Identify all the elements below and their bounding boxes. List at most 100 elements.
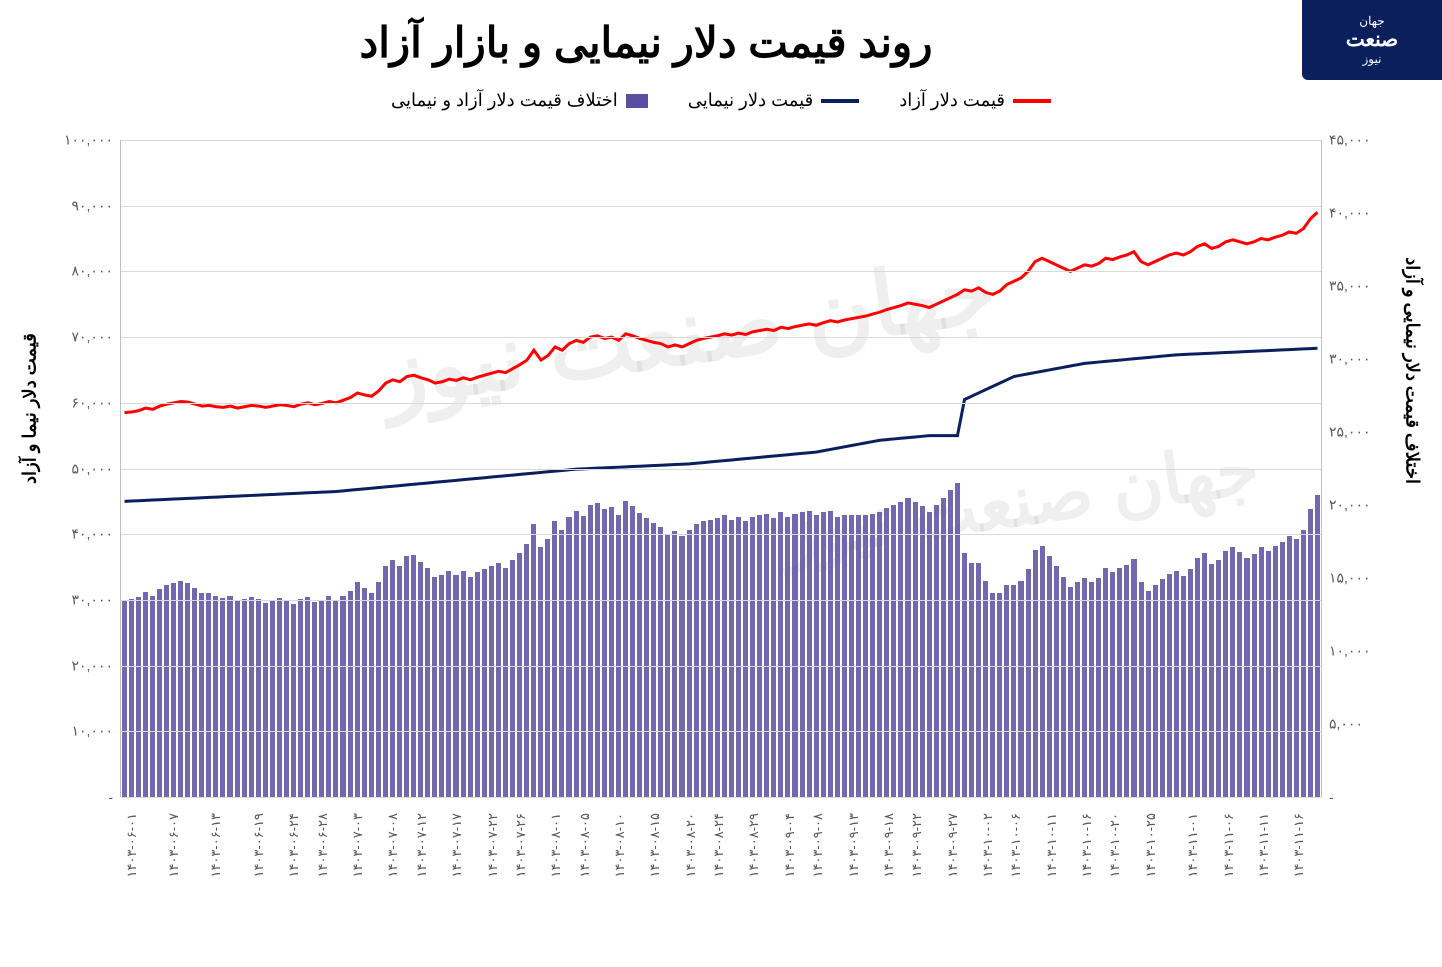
x-tick: ۱۴۰۳-۰۹-۲۲ bbox=[906, 807, 913, 967]
x-tick bbox=[1175, 807, 1182, 967]
x-tick bbox=[835, 807, 842, 967]
x-tick bbox=[672, 807, 679, 967]
x-tick bbox=[856, 807, 863, 967]
x-tick: ۱۴۰۳-۰۹-۲۷ bbox=[941, 807, 948, 967]
ytick-left: ۷۰,۰۰۰ bbox=[72, 329, 114, 346]
x-tick bbox=[389, 807, 396, 967]
x-tick: ۱۴۰۳-۰۸-۲۹ bbox=[743, 807, 750, 967]
x-tick bbox=[233, 807, 240, 967]
x-tick bbox=[148, 807, 155, 967]
x-tick bbox=[729, 807, 736, 967]
x-tick bbox=[488, 807, 495, 967]
x-tick bbox=[1267, 807, 1274, 967]
legend-free-swatch bbox=[1013, 99, 1051, 103]
x-tick: ۱۴۰۳-۰۶-۲۸ bbox=[311, 807, 318, 967]
x-tick bbox=[1316, 807, 1323, 967]
gridline bbox=[121, 403, 1321, 404]
x-tick bbox=[892, 807, 899, 967]
x-tick bbox=[800, 807, 807, 967]
x-tick bbox=[538, 807, 545, 967]
x-tick bbox=[375, 807, 382, 967]
x-tick bbox=[453, 807, 460, 967]
ytick-left: ۶۰,۰۰۰ bbox=[72, 394, 114, 411]
x-tick bbox=[431, 807, 438, 967]
x-tick bbox=[736, 807, 743, 967]
x-tick: ۱۴۰۳-۰۸-۱۵ bbox=[644, 807, 651, 967]
x-tick bbox=[594, 807, 601, 967]
x-tick: ۱۴۰۳-۰۶-۲۴ bbox=[283, 807, 290, 967]
x-tick bbox=[821, 807, 828, 967]
ytick-left: ۹۰,۰۰۰ bbox=[72, 197, 114, 214]
x-tick: ۱۴۰۳-۰۷-۲۲ bbox=[481, 807, 488, 967]
x-tick bbox=[467, 807, 474, 967]
x-tick: ۱۴۰۳-۱۱-۱۶ bbox=[1288, 807, 1295, 967]
x-tick bbox=[332, 807, 339, 967]
x-tick: ۱۴۰۳-۰۷-۱۷ bbox=[446, 807, 453, 967]
x-tick: ۱۴۰۳-۰۹-۰۴ bbox=[778, 807, 785, 967]
x-tick: ۱۴۰۳-۰۹-۰۸ bbox=[807, 807, 814, 967]
x-tick: ۱۴۰۳-۱۰-۱۱ bbox=[1040, 807, 1047, 967]
logo-main: صنعت bbox=[1346, 29, 1398, 51]
x-tick bbox=[630, 807, 637, 967]
x-tick bbox=[1026, 807, 1033, 967]
gridline bbox=[121, 337, 1321, 338]
x-tick bbox=[424, 807, 431, 967]
x-tick bbox=[1125, 807, 1132, 967]
x-tick bbox=[1019, 807, 1026, 967]
x-tick bbox=[290, 807, 297, 967]
legend-nima-label: قیمت دلار نیمایی bbox=[688, 90, 813, 111]
ytick-left: ۴۰,۰۰۰ bbox=[72, 526, 114, 543]
gridline bbox=[121, 206, 1321, 207]
x-tick bbox=[439, 807, 446, 967]
x-tick bbox=[134, 807, 141, 967]
x-tick bbox=[1047, 807, 1054, 967]
ytick-right: ۱۰,۰۰۰ bbox=[1329, 643, 1371, 660]
x-tick bbox=[927, 807, 934, 967]
gridline bbox=[121, 534, 1321, 535]
x-tick bbox=[814, 807, 821, 967]
x-tick bbox=[1054, 807, 1061, 967]
x-tick bbox=[785, 807, 792, 967]
x-tick bbox=[368, 807, 375, 967]
chart-title: روند قیمت دلار نیمایی و بازار آزاد bbox=[0, 18, 1292, 67]
x-tick bbox=[1231, 807, 1238, 967]
x-tick bbox=[170, 807, 177, 967]
logo-top: جهان bbox=[1346, 14, 1398, 28]
x-tick bbox=[863, 807, 870, 967]
x-tick bbox=[262, 807, 269, 967]
x-tick: ۱۴۰۳-۰۸-۲۰ bbox=[679, 807, 686, 967]
line-nima bbox=[125, 348, 1318, 501]
x-tick bbox=[1245, 807, 1252, 967]
ytick-right: ۲۵,۰۰۰ bbox=[1329, 423, 1371, 440]
gridline bbox=[121, 600, 1321, 601]
x-tick bbox=[1083, 807, 1090, 967]
gridline bbox=[121, 666, 1321, 667]
x-tick bbox=[651, 807, 658, 967]
x-tick bbox=[361, 807, 368, 967]
x-tick bbox=[1090, 807, 1097, 967]
ytick-left: - bbox=[108, 789, 113, 805]
x-tick: ۱۴۰۳-۰۹-۱۸ bbox=[877, 807, 884, 967]
x-tick: ۱۴۰۳-۱۰-۰۶ bbox=[1005, 807, 1012, 967]
x-tick bbox=[693, 807, 700, 967]
x-tick: ۱۴۰۳-۱۰-۱۶ bbox=[1076, 807, 1083, 967]
x-tick: ۱۴۰۳-۱۱-۰۶ bbox=[1217, 807, 1224, 967]
x-tick bbox=[757, 807, 764, 967]
x-tick bbox=[403, 807, 410, 967]
x-tick bbox=[1309, 807, 1316, 967]
x-tick bbox=[396, 807, 403, 967]
x-tick bbox=[184, 807, 191, 967]
x-tick bbox=[1203, 807, 1210, 967]
x-tick: ۱۴۰۳-۱۱-۰۱ bbox=[1182, 807, 1189, 967]
x-tick bbox=[828, 807, 835, 967]
x-tick: ۱۴۰۳-۰۸-۰۱ bbox=[545, 807, 552, 967]
x-tick bbox=[870, 807, 877, 967]
x-tick bbox=[1274, 807, 1281, 967]
x-tick bbox=[1061, 807, 1068, 967]
x-tick: ۱۴۰۳-۰۹-۱۳ bbox=[842, 807, 849, 967]
x-tick bbox=[1132, 807, 1139, 967]
x-tick bbox=[1196, 807, 1203, 967]
x-tick: ۱۴۰۳-۰۸-۱۰ bbox=[608, 807, 615, 967]
x-tick bbox=[523, 807, 530, 967]
x-tick: ۱۴۰۳-۰۷-۰۸ bbox=[382, 807, 389, 967]
